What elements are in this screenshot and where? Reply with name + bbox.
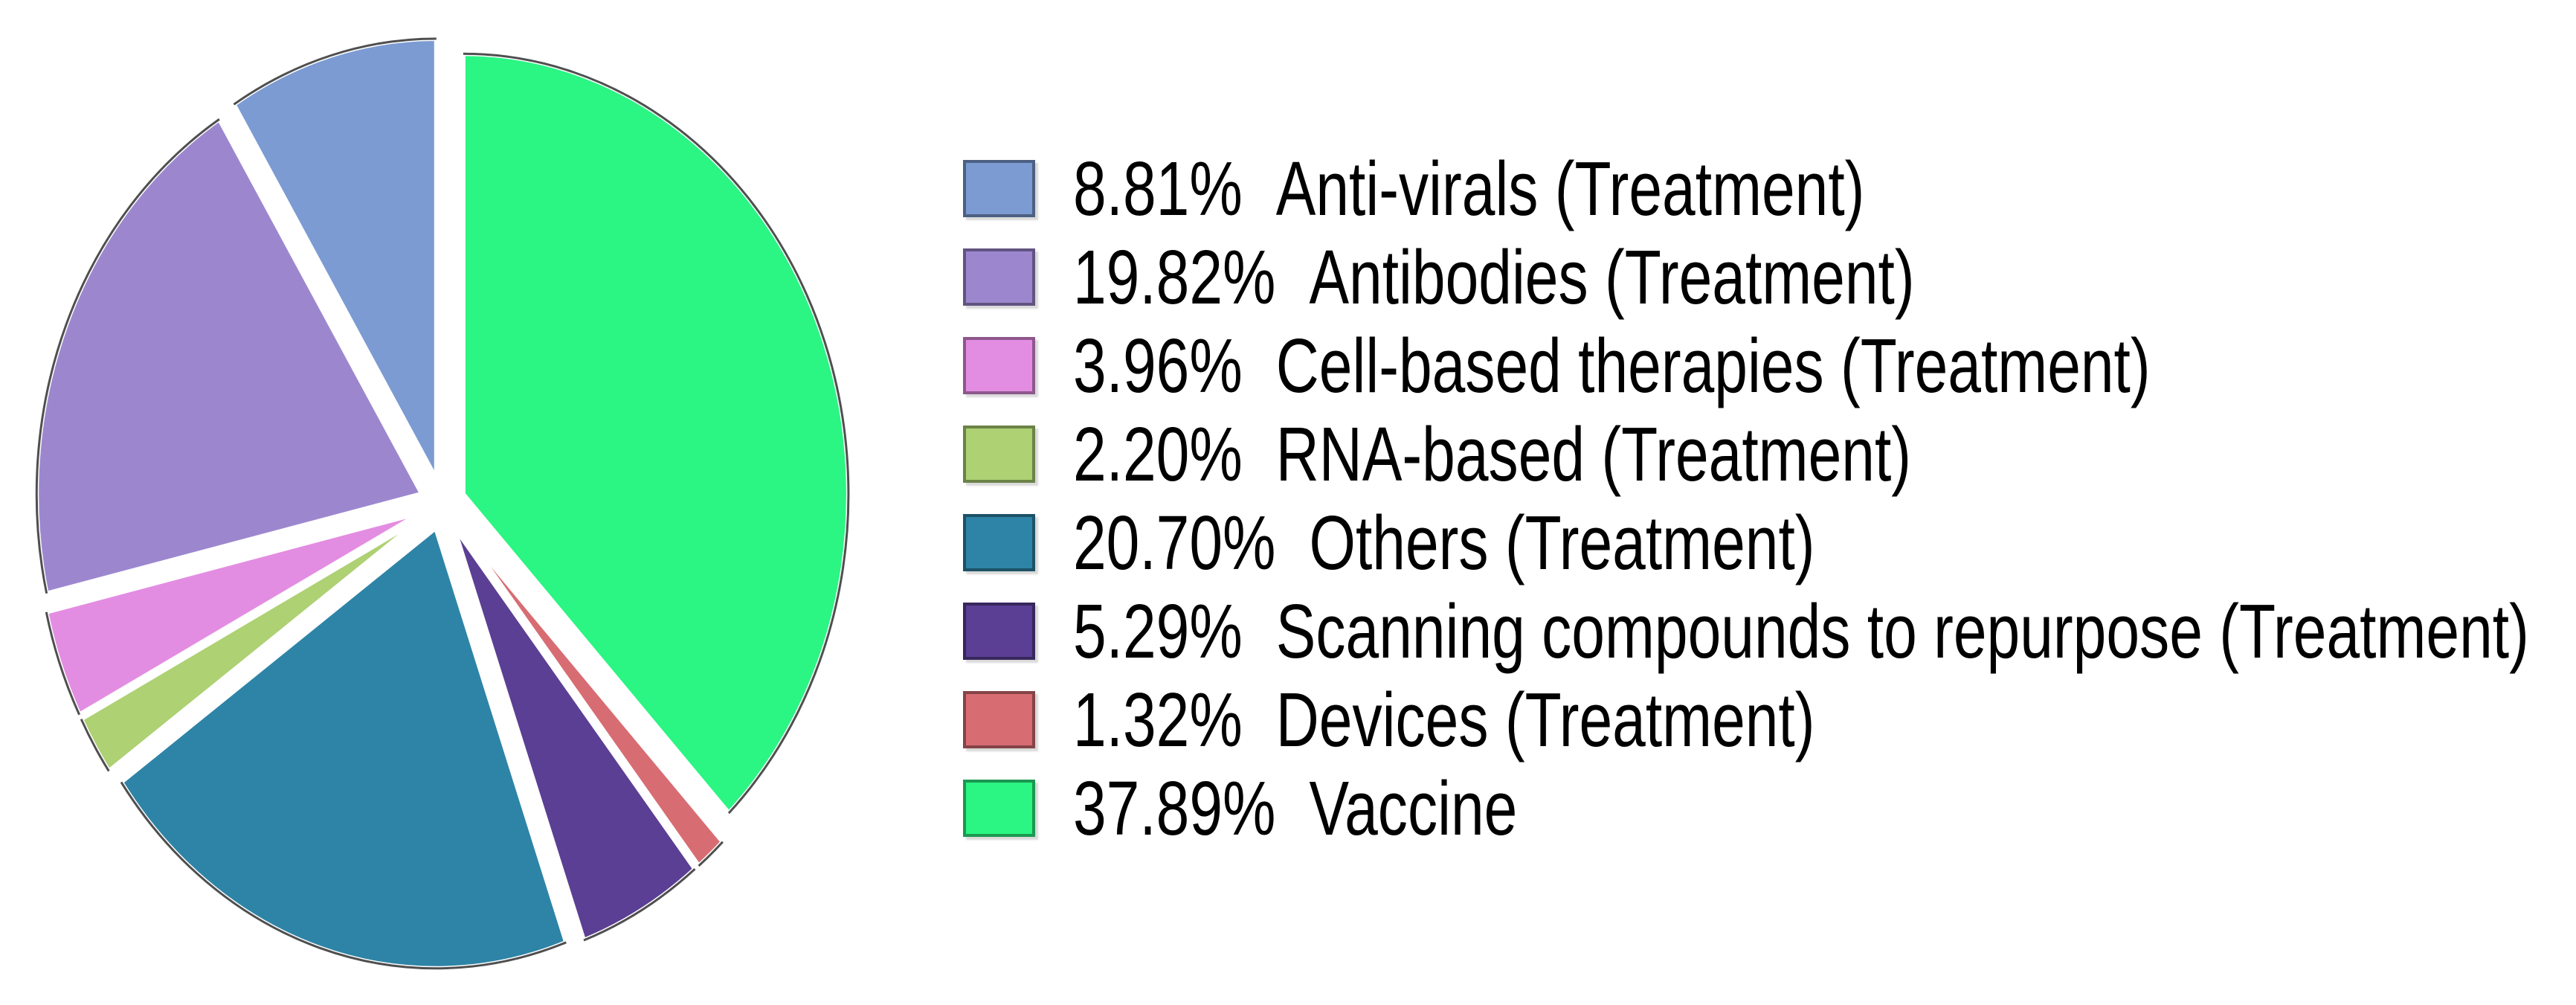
legend-percent: 19.82% [1073,234,1276,320]
legend-item-antibodies: 19.82% Antibodies (Treatment) [963,233,2576,321]
legend-label: Scanning compounds to repurpose (Treatme… [1275,588,2529,674]
legend-item-cell-based-therapies: 3.96% Cell-based therapies (Treatment) [963,321,2576,410]
legend-percent: 37.89% [1073,765,1276,851]
legend-percent: 1.32% [1073,677,1243,762]
legend-entry-text: 37.89% Vaccine [1073,764,1517,853]
legend-item-rna-based: 2.20% RNA-based (Treatment) [963,410,2576,498]
legend-entry-text: 2.20% RNA-based (Treatment) [1073,410,1911,498]
pie-slice-outline-anti-virals [233,37,437,106]
legend-swatch-anti-virals [963,160,1035,217]
legend-item-scanning-compounds: 5.29% Scanning compounds to repurpose (Tr… [963,587,2576,675]
legend-label: Cell-based therapies (Treatment) [1275,323,2151,408]
pie-slice-outline-scanning-compounds [583,868,696,942]
legend-swatch-rna-based [963,426,1035,483]
legend-entry-text: 8.81% Anti-virals (Treatment) [1073,144,1864,233]
legend-swatch-devices [963,691,1035,748]
legend-label: Devices (Treatment) [1275,677,1815,762]
pie-slice-outline-antibodies [35,118,220,594]
legend-entry-text: 3.96% Cell-based therapies (Treatment) [1073,321,2151,410]
legend-item-devices: 1.32% Devices (Treatment) [963,675,2576,764]
legend-item-vaccine: 37.89% Vaccine [963,764,2576,853]
pie-slice-outline-others [120,781,567,970]
legend-swatch-antibodies [963,248,1035,306]
legend-swatch-scanning-compounds [963,603,1035,660]
legend-label: Antibodies (Treatment) [1309,234,1915,320]
legend-entry-text: 5.29% Scanning compounds to repurpose (Tr… [1073,587,2529,675]
legend-swatch-others [963,514,1035,571]
legend-entry-text: 20.70% Others (Treatment) [1073,498,1815,587]
legend-entry-text: 19.82% Antibodies (Treatment) [1073,233,1915,321]
pie-slice-outline-cell-based-therapies [45,611,81,716]
legend-label: Anti-virals (Treatment) [1275,146,1865,231]
legend-entry-text: 1.32% Devices (Treatment) [1073,675,1815,764]
legend-item-others: 20.70% Others (Treatment) [963,498,2576,587]
legend-swatch-cell-based-therapies [963,337,1035,394]
legend-label: RNA-based (Treatment) [1275,411,1912,497]
legend-percent: 8.81% [1073,146,1243,231]
legend-item-anti-virals: 8.81% Anti-virals (Treatment) [963,144,2576,233]
legend-swatch-vaccine [963,780,1035,837]
legend-label: Others (Treatment) [1309,500,1815,585]
pie-slice-outline-devices [698,841,724,867]
legend-percent: 3.96% [1073,323,1243,408]
pie-slice-outline-rna-based [80,719,110,772]
legend-percent: 2.20% [1073,411,1243,497]
pie-slice-outline-vaccine [463,52,850,815]
legend-percent: 20.70% [1073,500,1276,585]
legend-percent: 5.29% [1073,588,1243,674]
legend-label: Vaccine [1309,765,1518,851]
